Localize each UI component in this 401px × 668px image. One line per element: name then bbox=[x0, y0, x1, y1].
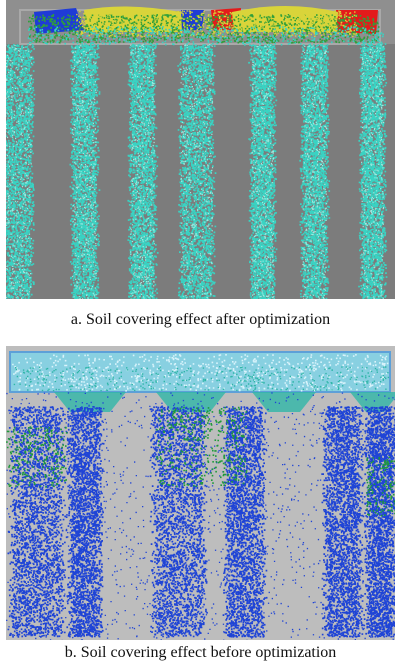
panel-b-before-optimization-image bbox=[6, 346, 395, 640]
caption-a: a. Soil covering effect after optimizati… bbox=[70, 311, 331, 328]
caption-b: b. Soil covering effect before optimizat… bbox=[64, 644, 337, 661]
after-optimization-simulation bbox=[6, 0, 395, 299]
panel-a-after-optimization-image bbox=[6, 0, 395, 299]
before-optimization-simulation bbox=[6, 346, 395, 640]
